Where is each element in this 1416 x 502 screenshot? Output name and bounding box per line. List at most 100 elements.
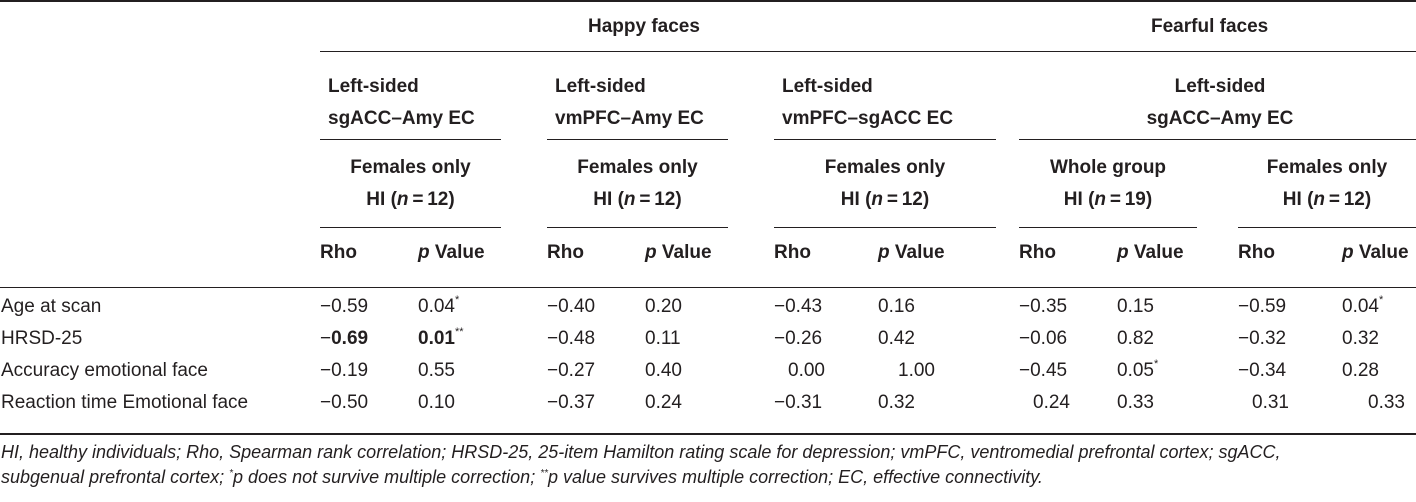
conn-vmpfc-sgacc: Left-sided vmPFC–sgACC EC <box>782 71 953 135</box>
happy-underline <box>320 51 1222 52</box>
p-value-cell: 0.01** <box>418 325 464 349</box>
rho-cell: −0.35 <box>1019 296 1068 317</box>
conn-sgacc-amy-line2: sgACC–Amy EC <box>328 108 475 129</box>
conn-fearful-sgacc-amy: Left-sided sgACC–Amy EC <box>1120 71 1320 135</box>
p-value-cell: 0.24 <box>645 392 682 413</box>
p-value-cell: 0.33 <box>1368 392 1405 413</box>
conn-vmpfc-amy: Left-sided vmPFC–Amy EC <box>555 71 704 135</box>
rho-cell: −0.19 <box>320 360 369 381</box>
conn-vmpfc-sgacc-line2: vmPFC–sgACC EC <box>782 108 954 129</box>
p-value-cell: 0.28 <box>1342 360 1379 381</box>
rho-cell: −0.31 <box>774 392 823 413</box>
sample-underline-5 <box>1238 227 1416 228</box>
col-header-p-value: p Value <box>645 242 712 263</box>
p-value-cell: 0.32 <box>1342 328 1379 349</box>
rho-cell: −0.50 <box>320 392 369 413</box>
sample-3-line1: Females only <box>824 157 946 178</box>
col-header-rho: Rho <box>1238 242 1275 263</box>
col-header-p-value: p Value <box>418 242 485 263</box>
conn-sgacc-amy: Left-sided sgACC–Amy EC <box>328 71 475 135</box>
conn-fearful-sgacc-amy-line2: sgACC–Amy EC <box>1146 108 1294 129</box>
header-bottom-rule <box>0 287 1416 288</box>
p-value-cell: 0.40 <box>645 360 682 381</box>
sample-2-line1: Females only <box>577 157 698 178</box>
rho-cell: −0.43 <box>774 296 823 317</box>
col-header-rho: Rho <box>320 242 357 263</box>
rho-cell: −0.37 <box>547 392 596 413</box>
row-label: HRSD-25 <box>1 328 83 349</box>
p-value-cell: 0.55 <box>418 360 455 381</box>
p-value-cell: 0.42 <box>878 328 915 349</box>
sample-header-4: Whole group HI (n = 19) <box>1019 152 1197 216</box>
rho-cell: 0.24 <box>1033 392 1070 413</box>
p-value-cell: 0.15 <box>1117 296 1154 317</box>
sample-header-2: Females only HI (n = 12) <box>547 152 728 216</box>
sample-underline-4 <box>1019 227 1197 228</box>
sample-header-3: Females only HI (n = 12) <box>774 152 996 216</box>
conn-underline-3 <box>774 139 996 140</box>
p-value-cell: 0.10 <box>418 392 455 413</box>
p-value-cell: 0.32 <box>878 392 915 413</box>
rho-cell: 0.00 <box>788 360 825 381</box>
rho-cell: −0.69 <box>320 328 369 349</box>
rho-cell: −0.34 <box>1238 360 1287 381</box>
p-value-cell: 0.16 <box>878 296 915 317</box>
row-label: Reaction time Emotional face <box>1 392 249 413</box>
footnote-line2: subgenual prefrontal cortex; *p does not… <box>1 467 1043 487</box>
p-value-cell: 0.33 <box>1117 392 1154 413</box>
p-value-cell: 0.04* <box>1342 293 1384 317</box>
p-value-cell: 0.04* <box>418 293 460 317</box>
col-header-rho: Rho <box>547 242 584 263</box>
conn-vmpfc-amy-line2: vmPFC–Amy EC <box>555 108 704 129</box>
sample-underline-2 <box>547 227 728 228</box>
sample-underline-1 <box>320 227 501 228</box>
sample-2-line2: HI (n = 12) <box>593 189 682 210</box>
rho-cell: −0.26 <box>774 328 823 349</box>
p-value-cell: 0.20 <box>645 296 682 317</box>
conn-vmpfc-amy-line1: Left-sided <box>555 76 646 97</box>
sample-underline-3 <box>774 227 996 228</box>
row-label: Age at scan <box>1 296 102 317</box>
sample-4-line1: Whole group <box>1049 157 1167 178</box>
footnote-line1: HI, healthy individuals; Rho, Spearman r… <box>1 442 1281 462</box>
conn-underline-4 <box>1019 139 1416 140</box>
table-bottom-rule <box>0 433 1416 435</box>
sample-header-5: Females only HI (n = 12) <box>1238 152 1416 216</box>
fearful-underline <box>1019 51 1416 52</box>
sample-1-line2: HI (n = 12) <box>366 189 455 210</box>
sample-1-line1: Females only <box>350 157 471 178</box>
rho-cell: −0.40 <box>547 296 596 317</box>
col-header-p-value: p Value <box>1342 242 1409 263</box>
table-footnote: HI, healthy individuals; Rho, Spearman r… <box>1 440 1413 490</box>
col-header-rho: Rho <box>774 242 811 263</box>
row-label: Accuracy emotional face <box>1 360 208 381</box>
sample-header-1: Females only HI (n = 12) <box>320 152 501 216</box>
sample-3-line2: HI (n = 12) <box>840 189 930 210</box>
sample-5-line2: HI (n = 12) <box>1282 189 1372 210</box>
col-header-p-value: p Value <box>1117 242 1184 263</box>
rho-cell: −0.06 <box>1019 328 1068 349</box>
conn-underline-1 <box>320 139 501 140</box>
rho-cell: −0.48 <box>547 328 596 349</box>
sample-4-line2: HI (n = 19) <box>1063 189 1153 210</box>
rho-cell: −0.27 <box>547 360 596 381</box>
table-top-rule <box>0 0 1416 2</box>
p-value-cell: 0.11 <box>645 328 681 349</box>
header-fearful-faces: Fearful faces <box>1151 16 1269 37</box>
p-value-cell: 1.00 <box>898 360 935 381</box>
rho-cell: −0.45 <box>1019 360 1068 381</box>
p-value-cell: 0.82 <box>1117 328 1154 349</box>
conn-vmpfc-sgacc-line1: Left-sided <box>782 76 873 97</box>
rho-cell: −0.32 <box>1238 328 1287 349</box>
conn-sgacc-amy-line1: Left-sided <box>328 76 419 97</box>
rho-cell: −0.59 <box>1238 296 1287 317</box>
rho-cell: 0.31 <box>1252 392 1289 413</box>
p-value-cell: 0.05* <box>1117 357 1159 381</box>
col-header-rho: Rho <box>1019 242 1056 263</box>
conn-underline-2 <box>547 139 728 140</box>
col-header-p-value: p Value <box>878 242 945 263</box>
conn-fearful-sgacc-amy-line1: Left-sided <box>1174 76 1266 97</box>
sample-5-line1: Females only <box>1266 157 1388 178</box>
header-happy-faces: Happy faces <box>588 16 700 37</box>
rho-cell: −0.59 <box>320 296 369 317</box>
